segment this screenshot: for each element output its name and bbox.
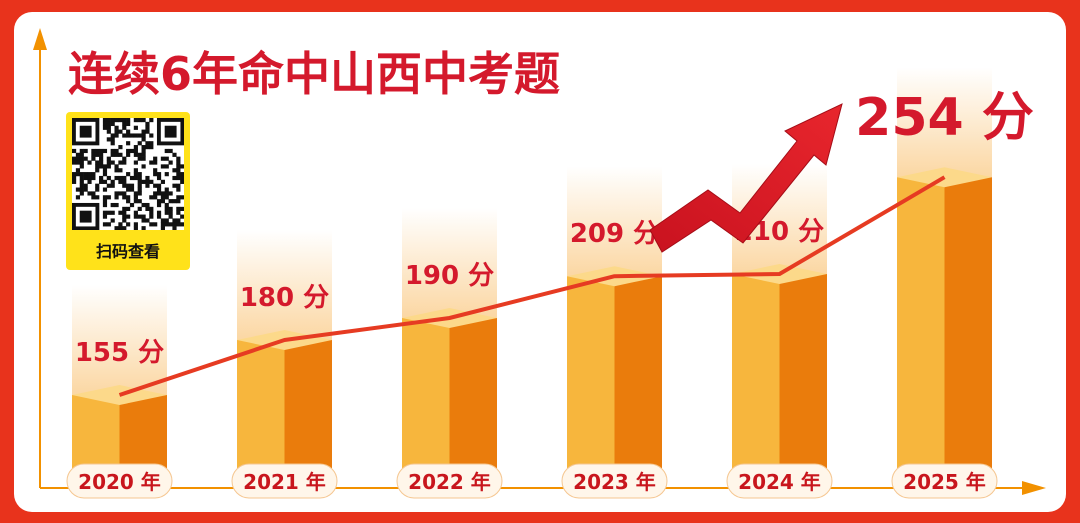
- year-pill: [891, 463, 998, 499]
- year-pill: [231, 463, 338, 499]
- bar-side: [449, 318, 497, 468]
- qr-code-panel[interactable]: 扫码查看: [66, 112, 190, 270]
- x-tick-label: 2024 年: [738, 470, 821, 494]
- qr-label: 扫码查看: [95, 242, 160, 261]
- bar-side: [779, 274, 827, 468]
- year-pill: [66, 463, 173, 499]
- bar-front: [897, 177, 945, 468]
- data-label: 180 分: [240, 283, 329, 313]
- bar-glow: [402, 208, 497, 318]
- data-label: 209 分: [570, 219, 659, 249]
- x-axis-arrow-icon: [1022, 481, 1046, 495]
- bar-front: [72, 395, 120, 468]
- year-pill: [726, 463, 833, 499]
- bar-glow: [237, 230, 332, 340]
- x-tick-label: 2022 年: [408, 470, 491, 494]
- y-axis-arrow-icon: [33, 28, 47, 50]
- rising-arrow-icon: [649, 103, 843, 253]
- bar-side: [119, 395, 167, 468]
- year-pill: [396, 463, 503, 499]
- bar-front: [567, 276, 615, 468]
- bar-glow: [567, 166, 662, 277]
- chart-title: 连续6年命中山西中考题: [68, 47, 560, 101]
- bar-front: [732, 274, 780, 468]
- data-label: 254 分: [855, 88, 1034, 148]
- bar-front: [402, 318, 450, 468]
- x-tick-label: 2023 年: [573, 470, 656, 494]
- data-label: 155 分: [75, 338, 164, 368]
- x-tick-label: 2025 年: [903, 470, 986, 494]
- data-label: 190 分: [405, 261, 494, 291]
- qr-code-icon[interactable]: [72, 118, 184, 230]
- bar-side: [944, 177, 992, 468]
- bar-glow: [897, 67, 992, 178]
- x-tick-label: 2020 年: [78, 470, 161, 494]
- trend-line: [118, 175, 946, 397]
- bar-front: [237, 340, 285, 468]
- bar-side: [614, 276, 662, 468]
- bar-glow: [72, 285, 167, 395]
- x-tick-label: 2021 年: [243, 470, 326, 494]
- bar-side: [284, 340, 332, 468]
- year-pill: [561, 463, 668, 499]
